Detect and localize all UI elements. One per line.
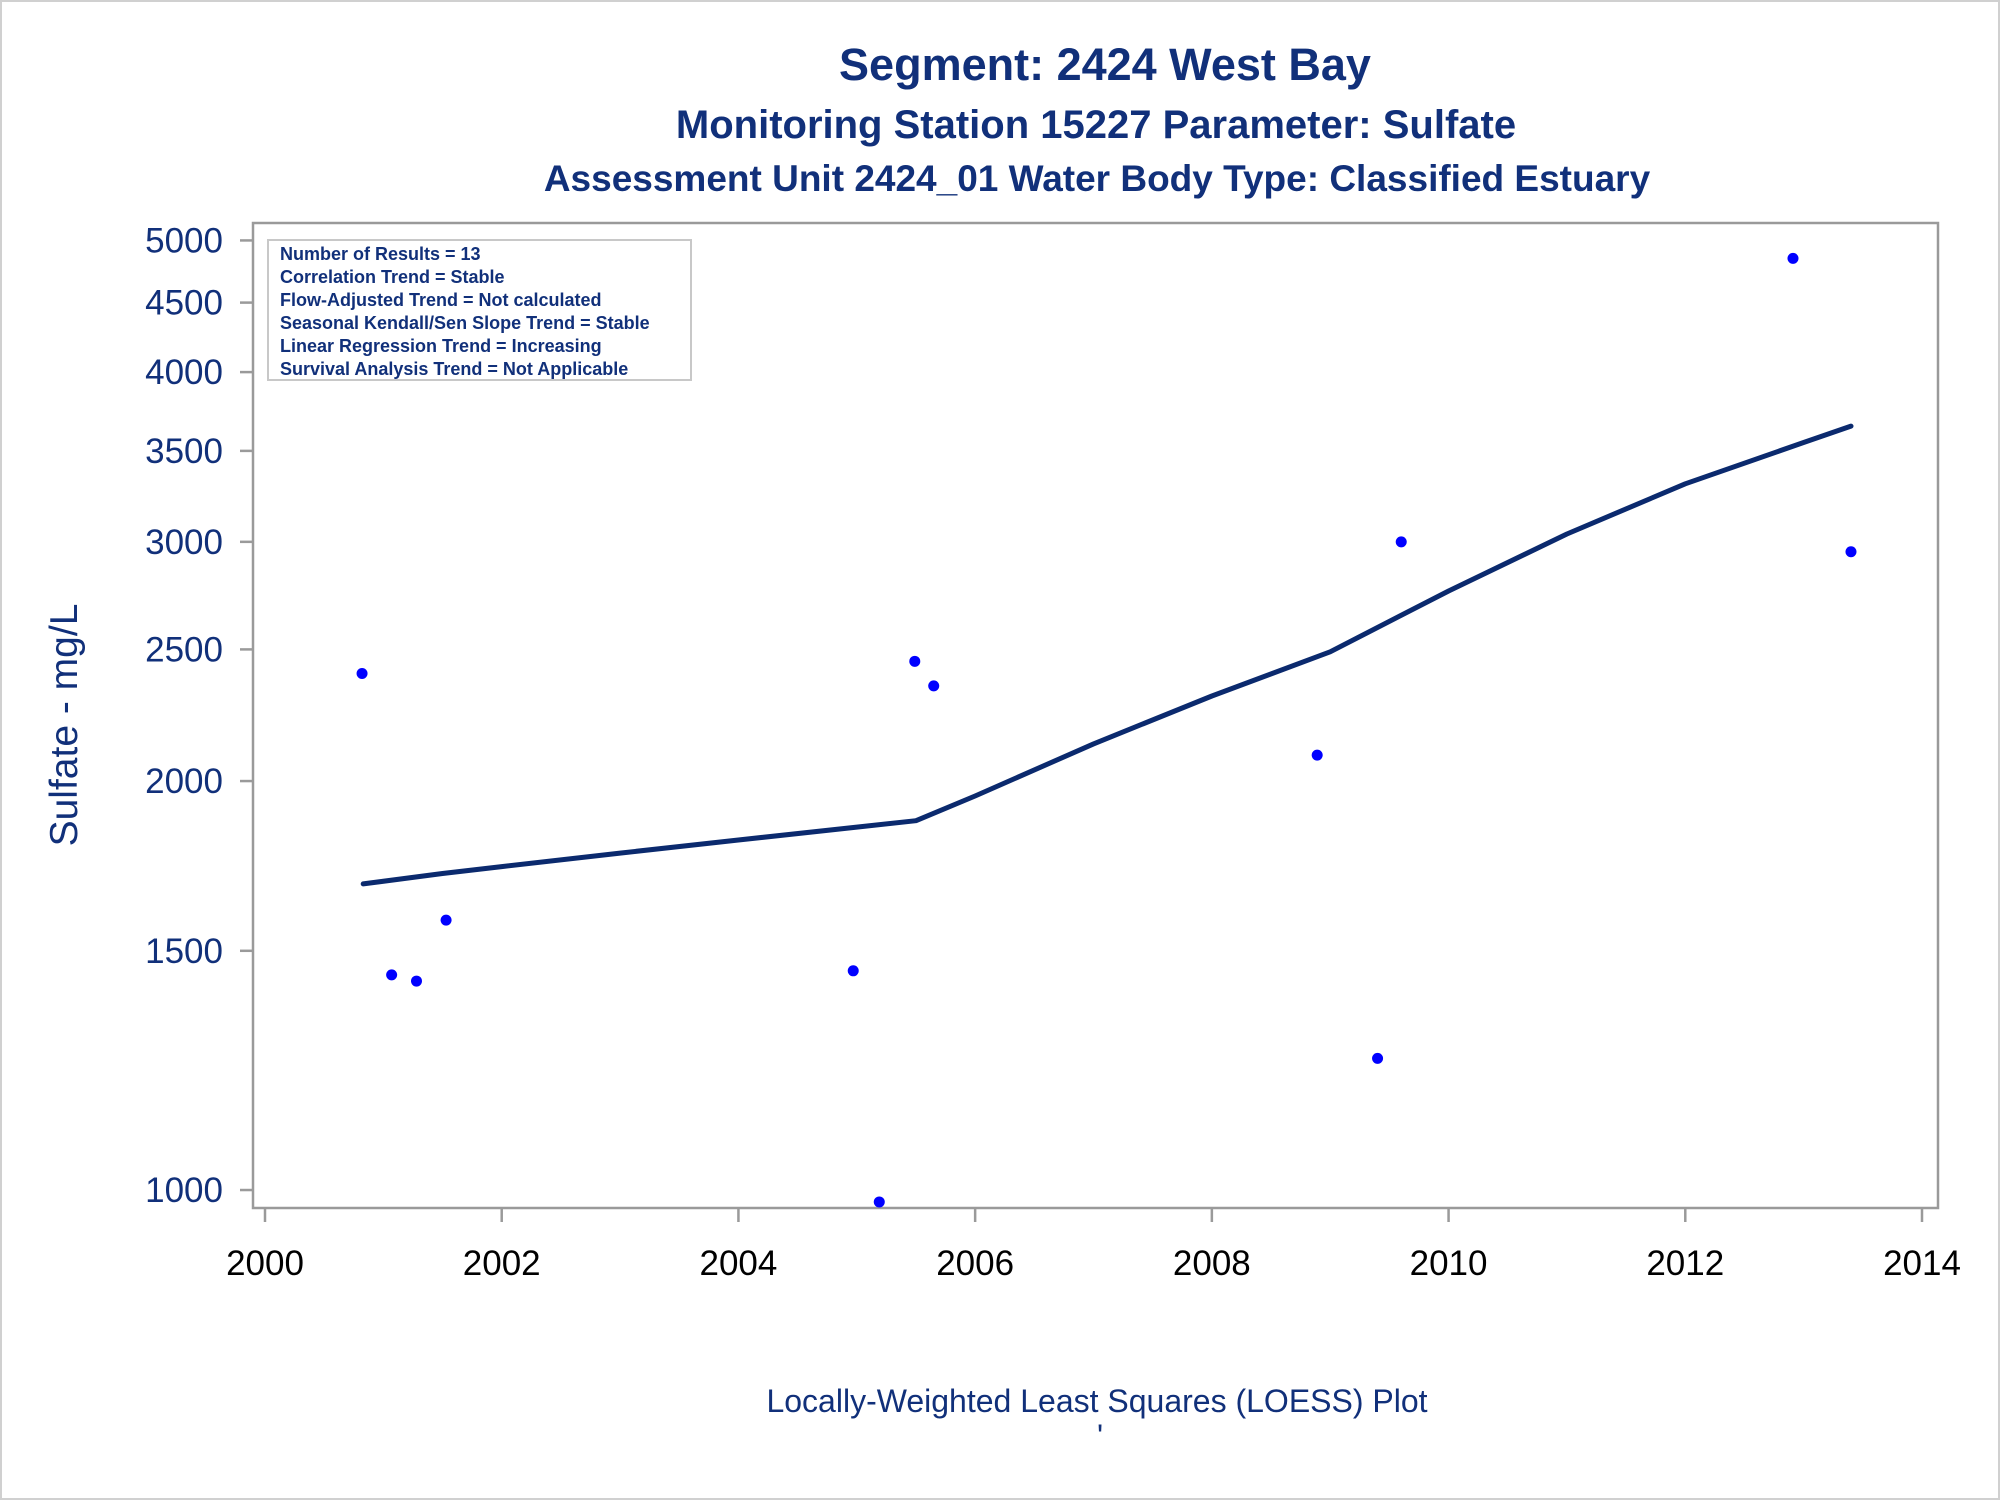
data-point: [847, 965, 859, 977]
stats-line: Number of Results = 13: [280, 244, 481, 264]
y-tick-label: 2500: [145, 630, 223, 669]
stats-line: Linear Regression Trend = Increasing: [280, 336, 602, 356]
y-tick-label: 4500: [145, 284, 223, 323]
x-tick-label: 2008: [1173, 1244, 1251, 1283]
stats-box: [267, 239, 692, 381]
data-point: [386, 969, 398, 981]
plot-footnote: Locally-Weighted Least Squares (LOESS) P…: [766, 1383, 1427, 1419]
x-axis: 2000 2002 2004 2006 2008 2010 2012 2014: [226, 1208, 1961, 1283]
y-tick-label: 2000: [145, 762, 223, 801]
y-tick-label: 1500: [145, 932, 223, 971]
data-point: [1395, 536, 1407, 548]
stats-line: Correlation Trend = Stable: [280, 267, 505, 287]
data-point: [928, 680, 940, 692]
chart-title: Segment: 2424 West Bay: [839, 39, 1371, 90]
loess-line: [360, 423, 1854, 887]
x-tick-label: 2014: [1883, 1244, 1961, 1283]
data-point: [356, 667, 368, 679]
data-point: [1787, 252, 1799, 264]
data-point: [440, 914, 452, 926]
y-axis: 1000 1500 2000 2500 3000 3500 4000 4500 5000: [145, 221, 253, 1210]
y-tick-label: 5000: [145, 221, 223, 260]
y-tick-label: 1000: [145, 1171, 223, 1210]
data-point: [873, 1196, 885, 1208]
y-tick-label: 3500: [145, 432, 223, 471]
chart-subtitle: Monitoring Station 15227 Parameter: Sulf…: [676, 103, 1516, 147]
y-axis-label: Sulfate - mg/L: [43, 604, 86, 847]
x-tick-label: 2006: [936, 1244, 1014, 1283]
stats-line: Seasonal Kendall/Sen Slope Trend = Stabl…: [280, 313, 650, 333]
loess-line-group: [360, 423, 1854, 887]
x-tick-label: 2002: [463, 1244, 541, 1283]
data-point: [1311, 749, 1323, 761]
plot-area-frame: [251, 221, 1940, 1210]
chart-subtitle-2: Assessment Unit 2424_01 Water Body Type:…: [544, 158, 1651, 199]
y-tick-label: 4000: [145, 353, 223, 392]
stats-line: Survival Analysis Trend = Not Applicable: [280, 359, 628, 379]
x-tick-label: 2004: [699, 1244, 777, 1283]
footnote-mark: ': [1097, 1418, 1103, 1454]
data-point: [410, 975, 422, 987]
x-tick-label: 2012: [1646, 1244, 1724, 1283]
data-point: [909, 655, 921, 667]
stats-lines: Number of Results = 13 Correlation Trend …: [280, 244, 650, 379]
data-point: [1845, 546, 1857, 558]
x-tick-label: 2000: [226, 1244, 304, 1283]
stats-line: Flow-Adjusted Trend = Not calculated: [280, 290, 602, 310]
y-tick-label: 3000: [145, 523, 223, 562]
x-tick-label: 2010: [1410, 1244, 1488, 1283]
scatter-points: [356, 252, 1857, 1208]
data-point: [1372, 1052, 1384, 1064]
